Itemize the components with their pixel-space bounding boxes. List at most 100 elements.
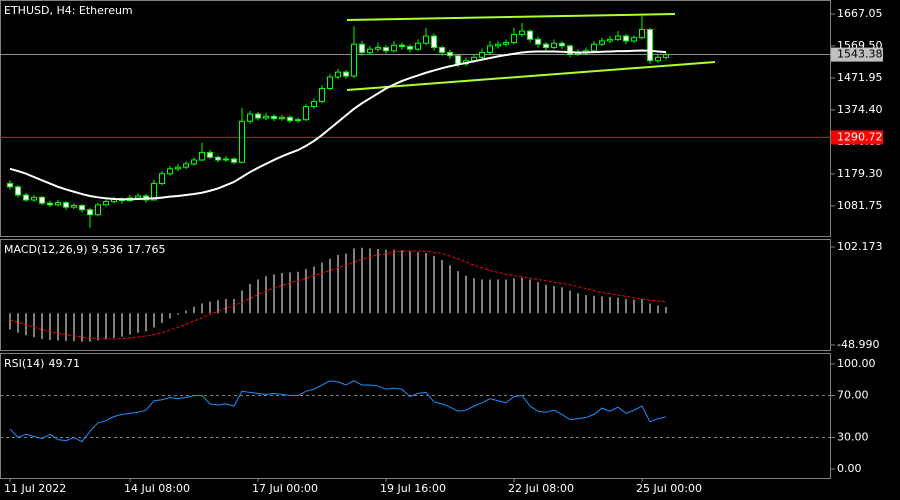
candle-body [343,71,349,77]
level-label-box [831,130,883,145]
candle-body [535,38,541,45]
candle-body [359,43,365,53]
candle-body [63,202,69,208]
candle-body [23,194,29,201]
candle-body [399,44,405,48]
candle-body [135,195,141,199]
candle-body [303,106,309,121]
rsi-panel-border [0,353,831,479]
candle-body [15,186,21,196]
y-tick-label: 30.00 [837,430,869,443]
candle-body [639,29,645,39]
y-tick-label: -48.990 [837,338,879,351]
title-text: MACD(12,26,9) [4,243,88,256]
candle-body [663,54,669,58]
y-tick-label: 0.00 [837,462,862,475]
candle-body [407,46,413,50]
candle-body [199,151,205,161]
candle-body [647,29,653,62]
candle-body [479,51,485,58]
candle-body [279,116,285,120]
y-tick-label: 1179.30 [837,167,883,180]
candle-body [295,119,301,122]
x-tick-label: 17 Jul 00:00 [252,482,318,495]
title-text: RSI(14) [4,357,44,370]
candle-body [183,163,189,168]
candle-body [47,202,53,206]
candle-body [487,45,493,53]
moving-average [9,49,667,201]
candle-body [287,116,293,122]
bid-label-box [831,47,883,62]
candle-body [175,166,181,170]
candle-body [655,56,661,62]
candle-body [327,76,333,90]
candle-body [623,35,629,42]
candle-body [271,115,277,120]
candle-body [503,42,509,45]
candle-body [335,71,341,78]
panel-title: RSI(14) 49.71 [4,357,80,370]
candle-body [95,204,101,216]
macd-value: 9.536 [92,243,124,256]
candle-body [431,35,437,49]
candle-body [543,43,549,49]
candle-body [247,113,253,122]
candle-body [255,113,261,119]
candle-body [519,30,525,35]
candle-body [167,168,173,175]
candle-body [311,101,317,108]
candle-body [79,205,85,211]
candle-body [415,42,421,50]
signal-line [9,250,667,340]
y-tick-label: 102.173 [837,240,883,253]
candle-body [455,55,461,65]
candle-body [103,201,109,206]
candle-body [87,209,93,216]
candle-body [559,42,565,47]
x-tick-label: 11 Jul 2022 [4,482,66,495]
level-label: 1290.72 [837,130,883,143]
channel-upper [346,13,676,21]
candle-body [383,47,389,52]
candle-body [263,115,269,119]
candle-body [151,183,157,201]
title-text: ETHUSD, H4: Ethereum [4,4,133,17]
candle-body [55,202,61,206]
y-tick-label: 100.00 [837,357,876,370]
channel-lower [346,61,716,91]
candle-body [391,44,397,52]
panel-title: ETHUSD, H4: Ethereum [4,4,133,17]
y-tick-label: 1667.05 [837,7,883,20]
candle-body [39,196,45,204]
candle-body [71,205,77,208]
candle-body [607,38,613,42]
candle-body [591,43,597,52]
panel-title: MACD(12,26,9) 9.536 17.765 [4,243,166,256]
y-tick-label: 70.00 [837,389,869,402]
candle-body [567,45,573,55]
candle-body [439,47,445,53]
candle-body [215,156,221,161]
candle-body [319,88,325,103]
candle-body [223,158,229,161]
y-tick-label: 1471.95 [837,71,883,84]
signal-value: 17.765 [127,243,166,256]
price-panel-border [0,0,831,237]
candle-body [207,151,213,158]
macd-panel-border [0,239,831,351]
candle-body [351,43,357,77]
candle-body [375,47,381,50]
rsi-line [9,380,667,443]
candle-body [495,43,501,47]
y-tick-label: 1374.40 [837,103,883,116]
candle-body [31,196,37,201]
panel-borders [0,0,831,479]
candle-body [631,37,637,42]
candle-body [7,183,13,188]
x-tick-label: 22 Jul 08:00 [508,482,574,495]
candle-body [599,40,605,45]
candle-body [191,159,197,165]
x-tick-label: 19 Jul 16:00 [380,482,446,495]
